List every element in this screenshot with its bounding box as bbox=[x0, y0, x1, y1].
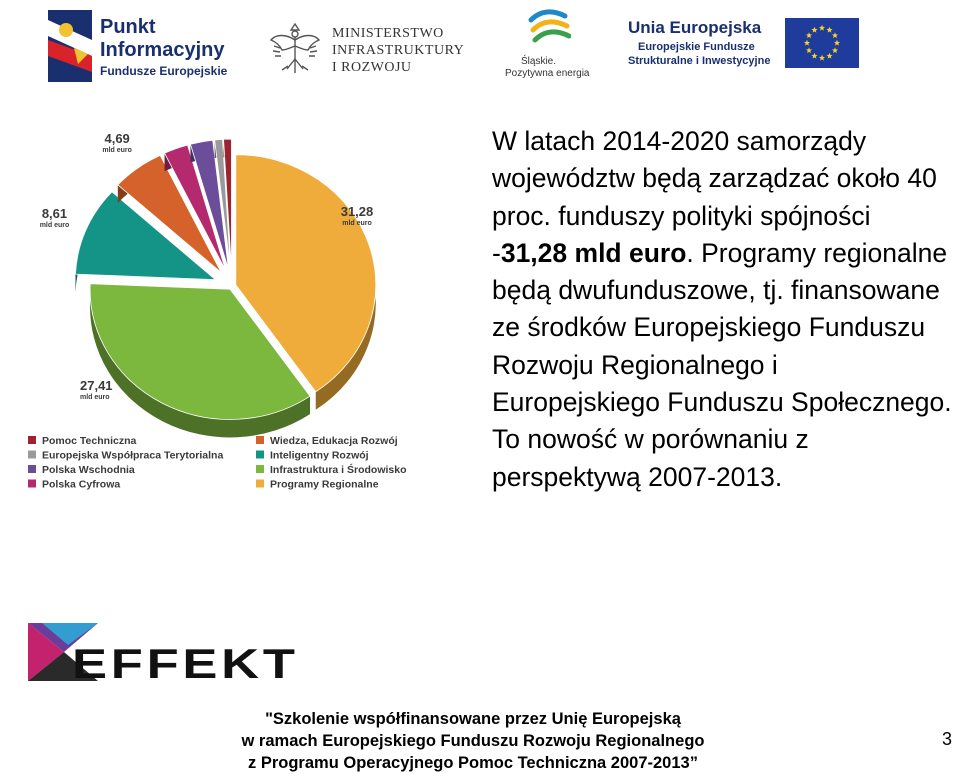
legend-swatch bbox=[28, 479, 36, 488]
legend-swatch bbox=[28, 436, 36, 444]
pie-slice-infrastruktura-i-srodowisko bbox=[89, 283, 311, 438]
pie-slice-wiedza-edukacja-rozwoj bbox=[117, 154, 222, 273]
legend-entry: Programy Regionalne bbox=[270, 479, 379, 491]
punkt-informacyjny-logo: Punkt Informacyjny Fundusze Europejskie bbox=[48, 6, 248, 86]
eu-flag-icon bbox=[785, 18, 859, 68]
eagle-emblem-icon bbox=[269, 22, 321, 73]
pie-slice-polska-wschodnia bbox=[189, 139, 229, 270]
paragraph-part2: . Programy regionalne będą dwufunduszowe… bbox=[492, 237, 952, 492]
pie-value-label: 4,69 bbox=[104, 131, 129, 146]
legend-entry: Inteligentny Rozwój bbox=[270, 450, 369, 462]
pie-slice-top bbox=[89, 283, 311, 420]
punkt-informacyjny-line3: Fundusze Europejskie bbox=[100, 64, 228, 78]
legend-entry: Infrastruktura i Środowisko bbox=[270, 463, 407, 476]
legend-entry: Wiedza, Edukacja Rozwój bbox=[270, 435, 398, 447]
page-number: 3 bbox=[942, 729, 953, 749]
pie-slice-top bbox=[75, 191, 217, 281]
legend-entry: Polska Wschodnia bbox=[42, 464, 135, 476]
eu-star-icon bbox=[811, 52, 818, 59]
pie-slice-top bbox=[223, 138, 232, 270]
effekt-logo: EFFEKT bbox=[28, 621, 295, 685]
pie-slice-top bbox=[164, 144, 226, 271]
punkt-informacyjny-line1: Punkt bbox=[100, 16, 156, 38]
eu-logo: Unia Europejska Europejskie Fundusze Str… bbox=[628, 16, 868, 76]
footer-line1: "Szkolenie współfinansowane przez Unię E… bbox=[265, 710, 681, 728]
pie-value-label: 31,28 bbox=[341, 204, 374, 219]
eu-line1: Unia Europejska bbox=[628, 18, 762, 37]
pie-unit-label: mld euro bbox=[102, 147, 132, 154]
ministry-line3: I ROZWOJU bbox=[332, 60, 412, 75]
footer-line3: z Programu Operacyjnego Pomoc Techniczna… bbox=[248, 754, 698, 772]
eu-star-icon bbox=[831, 32, 839, 39]
legend-swatch bbox=[256, 479, 264, 488]
pie-slice-pomoc-techniczna bbox=[223, 138, 232, 270]
pie-unit-label: mld euro bbox=[149, 128, 179, 130]
legend-swatch bbox=[256, 465, 264, 473]
punkt-informacyjny-line2: Informacyjny bbox=[100, 39, 225, 61]
slaskie-wave-icon bbox=[528, 9, 571, 43]
pie-unit-label: mld euro bbox=[40, 222, 70, 229]
pie-slice-europejska-wspolpraca-terytorialna bbox=[214, 138, 231, 270]
ministry-line1: MINISTERSTWO bbox=[332, 26, 444, 41]
eu-star-icon bbox=[826, 26, 833, 33]
legend-swatch bbox=[28, 450, 36, 459]
pie-slice-polska-cyfrowa bbox=[164, 144, 226, 271]
eu-star-icon bbox=[803, 39, 811, 46]
footer: "Szkolenie współfinansowane przez Unię E… bbox=[0, 708, 960, 774]
paragraph-part1: W latach 2014-2020 samorządy województw … bbox=[492, 126, 937, 268]
legend-swatch bbox=[256, 436, 264, 444]
slaskie-logo: Śląskie. Pozytywna energia bbox=[505, 6, 595, 82]
paragraph-bold: 31,28 mld euro bbox=[500, 237, 687, 268]
eu-star-icon bbox=[831, 47, 839, 54]
punkt-informacyjny-flag-icon bbox=[48, 10, 92, 82]
footer-line2: w ramach Europejskiego Funduszu Rozwoju … bbox=[241, 732, 705, 750]
eu-star-icon bbox=[805, 47, 813, 54]
slaskie-line2: Pozytywna energia bbox=[505, 68, 590, 79]
eu-star-icon bbox=[805, 32, 813, 39]
pie-value-label: 27,41 bbox=[80, 378, 113, 393]
effekt-emblem-icon bbox=[28, 623, 98, 681]
pie-slice-programy-regionalne bbox=[235, 154, 377, 410]
pie-slice-top bbox=[235, 154, 377, 393]
legend-swatch bbox=[256, 450, 264, 459]
pie-unit-label: mld euro bbox=[80, 394, 110, 401]
pie-slice-top bbox=[214, 138, 231, 270]
pie-chart: 31,28 mld euro 27,41 mld euro 8,61 mld euro 4,… bbox=[22, 128, 442, 498]
pie-slice-top bbox=[189, 139, 229, 270]
effekt-text: EFFEKT bbox=[72, 640, 299, 687]
eu-star-icon bbox=[811, 26, 818, 33]
eu-line3: Strukturalne i Inwestycyjne bbox=[628, 55, 771, 67]
legend-swatch bbox=[28, 465, 36, 473]
pie-slice-inteligentny-rozwoj bbox=[75, 191, 217, 293]
description-paragraph: W latach 2014-2020 samorządy województw … bbox=[492, 123, 952, 496]
eu-star-icon bbox=[833, 39, 841, 46]
pie-slice-top bbox=[117, 154, 222, 273]
ministry-line2: INFRASTRUKTURY bbox=[332, 43, 465, 58]
eu-line2: Europejskie Fundusze bbox=[638, 41, 755, 53]
eu-star-icon bbox=[818, 54, 826, 61]
pie-unit-label: mld euro bbox=[342, 220, 372, 227]
slaskie-line1: Śląskie. bbox=[521, 56, 557, 67]
pie-slice-side bbox=[90, 283, 310, 438]
pie-value-label: 8,61 bbox=[42, 206, 67, 221]
legend-entry: Polska Cyfrowa bbox=[42, 479, 120, 491]
eu-star-icon bbox=[826, 52, 833, 59]
legend-entry: Europejska Współpraca Terytorialna bbox=[42, 450, 223, 462]
eu-star-icon bbox=[818, 24, 826, 31]
ministry-logo: MINISTERSTWO INFRASTRUKTURY I ROZWOJU bbox=[268, 12, 478, 82]
legend-entry: Pomoc Techniczna bbox=[42, 435, 136, 447]
